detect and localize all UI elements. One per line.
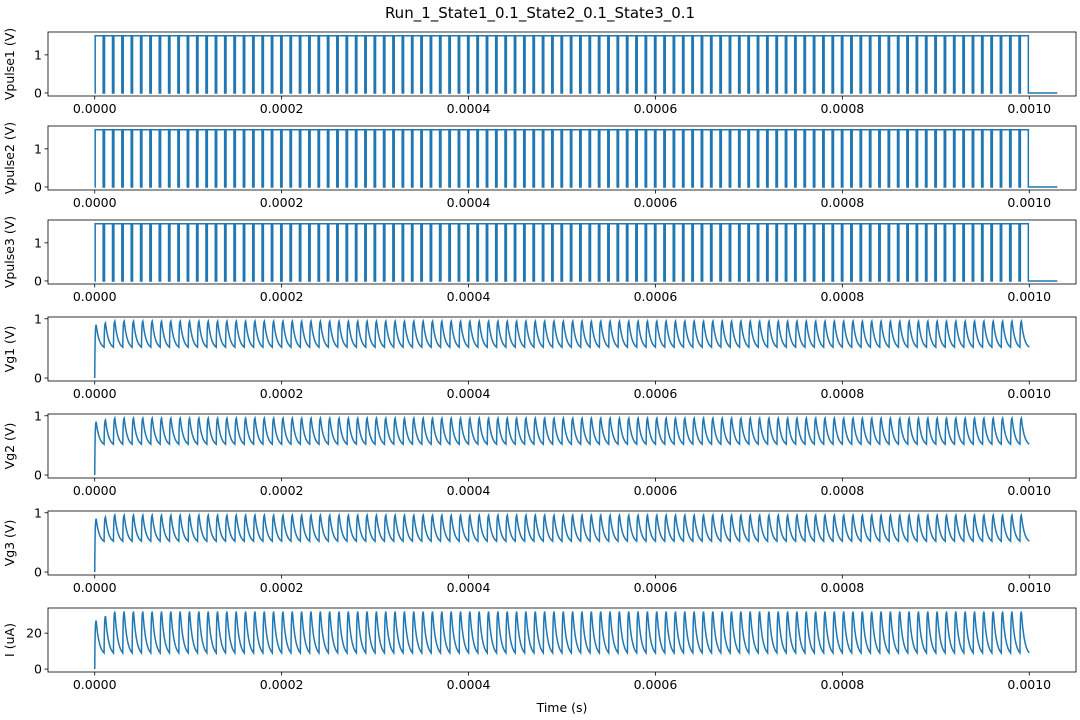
y-axis-label: Vpulse2 (V) <box>2 122 17 194</box>
x-tick-label: 0.0010 <box>1007 483 1051 498</box>
x-tick-label: 0.0002 <box>260 289 304 304</box>
axes-frame <box>47 31 1077 97</box>
x-tick-label: 0.0000 <box>73 386 117 401</box>
axes-frame <box>47 316 1077 382</box>
x-tick-label: 0.0004 <box>447 101 491 116</box>
x-tick-label: 0.0004 <box>447 580 491 595</box>
y-tick-label: 1 <box>34 235 42 250</box>
x-tick-label: 0.0008 <box>820 580 864 595</box>
chart-title: Run_1_State1_0.1_State2_0.1_State3_0.1 <box>385 4 695 23</box>
axes-frame <box>47 125 1077 191</box>
subplot-3: 0.0000 0.0002 0.0004 0.0006 0.0008 0.0010 0 1 Vp… <box>2 216 1077 304</box>
x-tick-label: 0.0010 <box>1007 677 1051 692</box>
x-tick-label: 0.0000 <box>73 580 117 595</box>
axes-frame <box>47 607 1077 673</box>
series-line-6 <box>93 512 1030 573</box>
x-axis-label: Time (s) <box>536 700 588 715</box>
axes-frame <box>47 413 1077 479</box>
x-tick-label: 0.0000 <box>73 195 117 210</box>
subplot-7: 0.0000 0.0002 0.0004 0.0006 0.0008 0.0010 0 20 I… <box>2 607 1077 692</box>
x-tick-label: 0.0010 <box>1007 386 1051 401</box>
x-tick-label: 0.0006 <box>634 101 678 116</box>
y-tick-label: 0 <box>34 468 42 483</box>
series-line-3 <box>94 223 1058 282</box>
x-tick-label: 0.0002 <box>260 386 304 401</box>
x-tick-label: 0.0002 <box>260 580 304 595</box>
series-line-4 <box>93 318 1030 379</box>
y-tick-label: 1 <box>34 47 42 62</box>
x-tick-label: 0.0008 <box>820 101 864 116</box>
axes-frame <box>47 510 1077 576</box>
x-tick-label: 0.0004 <box>447 677 491 692</box>
x-tick-label: 0.0002 <box>260 483 304 498</box>
axes-frame <box>47 219 1077 285</box>
x-tick-label: 0.0000 <box>73 483 117 498</box>
y-tick-label: 0 <box>34 662 42 677</box>
series-line-5 <box>93 415 1030 476</box>
x-tick-label: 0.0004 <box>447 195 491 210</box>
y-tick-label: 1 <box>34 505 42 520</box>
y-tick-label: 0 <box>34 565 42 580</box>
x-tick-label: 0.0004 <box>447 386 491 401</box>
x-tick-label: 0.0010 <box>1007 289 1051 304</box>
x-tick-label: 0.0004 <box>447 483 491 498</box>
y-tick-label: 0 <box>34 273 42 288</box>
x-tick-label: 0.0008 <box>820 483 864 498</box>
x-tick-label: 0.0006 <box>634 483 678 498</box>
x-tick-label: 0.0004 <box>447 289 491 304</box>
x-tick-label: 0.0002 <box>260 101 304 116</box>
y-tick-label: 0 <box>34 85 42 100</box>
x-tick-label: 0.0006 <box>634 677 678 692</box>
x-tick-label: 0.0010 <box>1007 195 1051 210</box>
x-tick-label: 0.0010 <box>1007 101 1051 116</box>
subplot-6: 0.0000 0.0002 0.0004 0.0006 0.0008 0.0010 0 1 Vg… <box>2 505 1077 595</box>
y-tick-label: 0 <box>34 371 42 386</box>
y-tick-label: 1 <box>34 311 42 326</box>
x-tick-label: 0.0002 <box>260 677 304 692</box>
subplot-5: 0.0000 0.0002 0.0004 0.0006 0.0008 0.0010 0 1 Vg… <box>2 408 1077 498</box>
y-axis-label: Vg3 (V) <box>2 520 17 567</box>
y-axis-label: Vpulse1 (V) <box>2 28 17 100</box>
x-tick-label: 0.0006 <box>634 289 678 304</box>
x-tick-label: 0.0000 <box>73 677 117 692</box>
y-axis-label: Vg1 (V) <box>2 326 17 373</box>
x-tick-label: 0.0008 <box>820 386 864 401</box>
subplot-4: 0.0000 0.0002 0.0004 0.0006 0.0008 0.0010 0 1 Vg… <box>2 311 1077 401</box>
y-tick-label: 1 <box>34 141 42 156</box>
y-tick-label: 0 <box>34 179 42 194</box>
x-tick-label: 0.0006 <box>634 580 678 595</box>
x-tick-label: 0.0002 <box>260 195 304 210</box>
subplot-1: 0.0000 0.0002 0.0004 0.0006 0.0008 0.0010 0 1 Vp… <box>2 28 1077 116</box>
x-tick-label: 0.0008 <box>820 289 864 304</box>
x-tick-label: 0.0010 <box>1007 580 1051 595</box>
x-tick-label: 0.0008 <box>820 195 864 210</box>
x-tick-label: 0.0006 <box>634 386 678 401</box>
series-line-2 <box>94 129 1058 188</box>
y-axis-label: Vg2 (V) <box>2 423 17 470</box>
y-tick-label: 1 <box>34 408 42 423</box>
series-line-1 <box>94 35 1058 94</box>
x-tick-label: 0.0008 <box>820 677 864 692</box>
x-tick-label: 0.0000 <box>73 289 117 304</box>
y-tick-label: 20 <box>26 626 42 641</box>
y-axis-label: I (uA) <box>2 623 17 657</box>
x-tick-label: 0.0006 <box>634 195 678 210</box>
subplot-2: 0.0000 0.0002 0.0004 0.0006 0.0008 0.0010 0 1 Vp… <box>2 122 1077 210</box>
subplots: 0.0000 0.0002 0.0004 0.0006 0.0008 0.0010 0 1 Vp… <box>2 28 1077 692</box>
series-line-7 <box>93 611 1030 670</box>
x-tick-label: 0.0000 <box>73 101 117 116</box>
y-axis-label: Vpulse3 (V) <box>2 216 17 288</box>
